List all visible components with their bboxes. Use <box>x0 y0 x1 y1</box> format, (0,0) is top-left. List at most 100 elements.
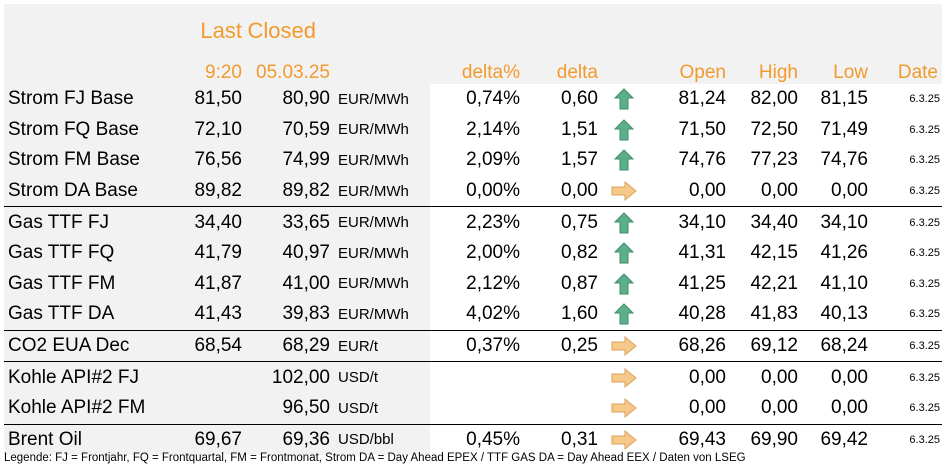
cell-last: 34,40 <box>174 206 242 238</box>
cell-high: 0,00 <box>761 180 798 202</box>
cell-delta-pct: 2,12% <box>466 272 520 294</box>
cell-delta: 0,75 <box>520 206 598 238</box>
cell-open: 68,26 <box>650 329 726 362</box>
trend-cell <box>598 361 650 393</box>
cell-closed: 68,29 <box>242 329 330 362</box>
cell-low: 74,76 <box>820 149 868 171</box>
arrow-right-icon <box>598 181 650 202</box>
cell-name: CO2 EUA Dec <box>4 329 174 362</box>
trend-cell <box>598 145 650 176</box>
cell-date: 6.3.25 <box>868 329 942 362</box>
cell-delta-pct: 2,14% <box>466 118 520 140</box>
cell-high: 42,21 <box>750 272 798 294</box>
cell-unit: EUR/MWh <box>330 145 430 176</box>
cell-open: 0,00 <box>689 180 726 202</box>
table-row: Kohle API#2 FM 96,50 USD/t 0,00 0,00 0,00 6.3.… <box>4 392 942 425</box>
cell-delta: 0,31 <box>520 423 598 456</box>
cell-low: 0,00 <box>798 361 868 393</box>
trend-cell <box>598 238 650 269</box>
cell-delta-pct: 2,09% <box>466 149 520 171</box>
closed-date-header: 05.03.25 <box>242 44 330 84</box>
trend-cell <box>598 269 650 300</box>
cell-low: 34,10 <box>798 206 868 238</box>
arrow-up-icon <box>598 149 650 171</box>
header-row-top: Last Closed <box>4 4 942 44</box>
header-row-bottom: 9:20 05.03.25 delta% delta Open High Low… <box>4 44 942 84</box>
trend-cell <box>598 176 650 207</box>
arrow-right-icon <box>598 429 650 450</box>
cell-unit: EUR/MWh <box>330 237 430 269</box>
delta-pct-header: delta% <box>430 44 520 84</box>
cell-low: 41,10 <box>820 272 868 294</box>
arrow-right-icon <box>598 398 650 419</box>
legend-note: Legende: FJ = Frontjahr, FQ = Frontquart… <box>4 452 746 464</box>
cell-delta <box>520 361 598 393</box>
cell-delta: 0,87 <box>561 272 598 294</box>
cell-date: 6.3.25 <box>868 206 942 238</box>
cell-high: 69,12 <box>726 329 798 362</box>
cell-last: 69,67 <box>174 423 242 456</box>
cell-closed: 80,90 <box>242 84 330 115</box>
cell-name: Gas TTF FJ <box>4 206 174 238</box>
delta-header: delta <box>520 44 598 84</box>
cell-name: Brent Oil <box>4 423 174 456</box>
cell-delta-pct: 0,37% <box>430 329 520 362</box>
date-header: Date <box>868 44 942 84</box>
cell-delta: 1,57 <box>561 149 598 171</box>
cell-high: 42,15 <box>750 242 798 264</box>
trend-cell <box>598 329 650 362</box>
cell-high: 0,00 <box>726 361 798 393</box>
cell-delta <box>520 393 598 424</box>
cell-date: 6.3.25 <box>868 423 942 456</box>
cell-closed: 102,00 <box>242 361 330 393</box>
cell-date: 6.3.25 <box>909 93 940 106</box>
table-row: Strom FJ Base 81,50 80,90 EUR/MWh 0,74% 0,60 8… <box>4 84 942 115</box>
arrow-up-icon <box>598 242 650 264</box>
cell-last: 68,54 <box>174 329 242 362</box>
cell-unit: EUR/MWh <box>330 206 430 238</box>
cell-high: 0,00 <box>761 397 798 419</box>
cell-name: Gas TTF FM <box>4 268 174 300</box>
cell-closed: 70,59 <box>242 114 330 146</box>
arrow-up-icon <box>598 303 650 325</box>
cell-unit: EUR/MWh <box>330 84 430 115</box>
cell-name: Kohle API#2 FJ <box>4 361 174 393</box>
cell-delta-pct: 0,45% <box>430 423 520 456</box>
table-row: Strom FM Base 76,56 74,99 EUR/MWh 2,09% 1,57 7… <box>4 145 942 176</box>
arrow-up-icon <box>598 119 650 141</box>
cell-last: 76,56 <box>174 145 242 176</box>
cell-delta-pct: 0,74% <box>466 88 520 110</box>
arrow-right-icon <box>598 367 650 388</box>
cell-unit: USD/bbl <box>330 423 430 456</box>
arrow-up-icon <box>598 211 650 234</box>
cell-closed: 39,83 <box>242 299 330 331</box>
cell-delta-pct: 4,02% <box>466 303 520 325</box>
cell-high: 82,00 <box>750 88 798 110</box>
cell-delta: 1,51 <box>561 118 598 140</box>
cell-delta: 1,60 <box>561 303 598 325</box>
arrow-up-icon <box>598 88 650 110</box>
closed-header: Closed <box>242 4 330 44</box>
cell-open: 0,00 <box>650 361 726 393</box>
cell-open: 40,28 <box>678 303 726 325</box>
table-row: Brent Oil 69,67 69,36 USD/bbl 0,45% 0,31 69,43… <box>4 423 942 456</box>
high-header: High <box>726 44 798 84</box>
trend-cell <box>598 84 650 115</box>
cell-name: Gas TTF FQ <box>4 237 174 269</box>
table-row: Gas TTF FQ 41,79 40,97 EUR/MWh 2,00% 0,82 41,3… <box>4 237 942 269</box>
cell-delta: 0,60 <box>561 88 598 110</box>
cell-open: 81,24 <box>678 88 726 110</box>
cell-delta-pct <box>430 361 520 393</box>
cell-last: 41,43 <box>174 299 242 331</box>
trend-cell <box>598 423 650 456</box>
cell-closed: 69,36 <box>242 423 330 456</box>
cell-open: 69,43 <box>650 423 726 456</box>
cell-date: 6.3.25 <box>909 277 940 290</box>
cell-unit: USD/t <box>330 392 430 425</box>
arrow-up-icon <box>598 273 650 295</box>
table-row: CO2 EUA Dec 68,54 68,29 EUR/t 0,37% 0,25 68,26… <box>4 329 942 362</box>
cell-closed: 41,00 <box>242 268 330 300</box>
arrow-right-icon <box>598 336 650 357</box>
cell-low: 69,42 <box>798 423 868 456</box>
cell-date: 6.3.25 <box>909 185 940 198</box>
